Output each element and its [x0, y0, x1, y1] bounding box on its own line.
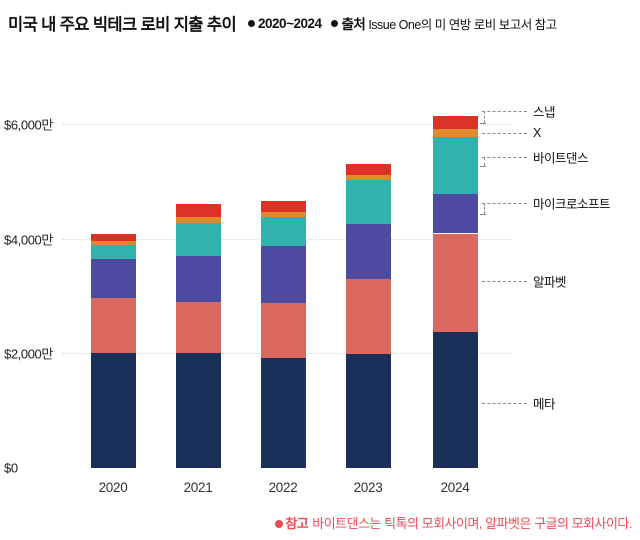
bar-segment-meta[interactable]: [260, 357, 306, 468]
x-axis-tick-label: 2023: [353, 480, 383, 495]
bullet-icon: [275, 520, 284, 528]
legend-leader-stub: [479, 213, 486, 215]
bullet-icon: [331, 19, 339, 27]
bar-segment-x[interactable]: [90, 240, 136, 245]
bar-segment-alphabet[interactable]: [175, 301, 221, 354]
legend-leader-connector: [483, 157, 485, 166]
header-range: 2020~2024: [248, 15, 322, 31]
x-axis-tick-label: 2021: [183, 480, 213, 495]
legend-leader-stub: [479, 122, 486, 124]
bar-segment-meta[interactable]: [432, 332, 478, 468]
bar-segment-snap[interactable]: [175, 203, 221, 217]
bar-segment-snap[interactable]: [260, 201, 306, 212]
legend-item-bytedance[interactable]: 바이트댄스: [533, 151, 589, 166]
y-axis-tick-label: $4,000만: [4, 232, 53, 248]
bullet-icon: [248, 19, 256, 27]
x-axis-tick-label: 2022: [268, 480, 298, 495]
bar-segment-microsoft[interactable]: [175, 255, 221, 302]
bar-segment-x[interactable]: [345, 175, 391, 181]
bar-segment-alphabet[interactable]: [345, 279, 391, 354]
y-axis-tick-label: $0: [4, 460, 18, 476]
bar-segment-x[interactable]: [175, 216, 221, 224]
x-axis-tick-label: 2020: [98, 480, 128, 495]
bar-segment-meta[interactable]: [345, 353, 391, 468]
bar-segment-meta[interactable]: [175, 353, 221, 468]
bar-segment-alphabet[interactable]: [260, 303, 306, 358]
footnote-label: 참고: [285, 516, 309, 531]
footnote: 참고 바이트댄스는 틱톡의 모회사이며, 알파벳은 구글의 모회사이다.: [275, 513, 632, 532]
bar-segment-snap[interactable]: [345, 164, 391, 176]
y-axis-tick-label: $2,000만: [4, 346, 53, 362]
bar-segment-snap[interactable]: [90, 234, 136, 241]
bar-2023[interactable]: [345, 0, 391, 468]
legend-item-microsoft[interactable]: 마이크로소프트: [533, 197, 611, 212]
bar-2022[interactable]: [260, 0, 306, 468]
bar-2024[interactable]: [432, 0, 478, 468]
bar-2020[interactable]: [90, 0, 136, 468]
page-title: 미국 내 주요 빅테크 로비 지출 추이: [8, 16, 237, 34]
bar-segment-x[interactable]: [432, 129, 478, 138]
range-label: 2020~2024: [258, 15, 322, 31]
bar-segment-microsoft[interactable]: [260, 246, 306, 304]
legend-leader-line: [481, 133, 527, 134]
legend-leader-line: [481, 281, 527, 282]
bar-segment-alphabet[interactable]: [90, 297, 136, 354]
legend-leader-line: [481, 157, 527, 158]
legend-leader-connector: [483, 203, 485, 214]
legend-item-alphabet[interactable]: 알파벳: [533, 275, 567, 290]
y-axis-tick-label: $6,000만: [4, 117, 53, 133]
legend-leader-stub: [479, 165, 486, 167]
gridline: [62, 124, 512, 125]
source-text: Issue One의 미 연방 로비 보고서 참고: [368, 17, 557, 32]
stacked-bar-chart: $0 $2,000만 $4,000만 $6,000만 2020 2021 2022 2023…: [4, 0, 611, 496]
bar-segment-snap[interactable]: [432, 115, 478, 130]
bar-segment-bytedance[interactable]: [432, 137, 478, 194]
legend-leader-line: [481, 403, 527, 404]
x-axis-tick-label: 2024: [440, 480, 470, 495]
bar-segment-meta[interactable]: [90, 353, 136, 468]
chart-header: 미국 내 주요 빅테크 로비 지출 추이 2020~2024 출처 Issue …: [8, 6, 636, 40]
bar-segment-x[interactable]: [260, 211, 306, 217]
legend-leader-connector: [483, 111, 485, 123]
legend-item-snap[interactable]: 스냅: [533, 105, 556, 120]
legend-item-meta[interactable]: 메타: [533, 397, 556, 412]
bar-segment-bytedance[interactable]: [175, 223, 221, 256]
header-meta: 2020~2024 출처 Issue One의 미 연방 로비 보고서 참고: [248, 13, 567, 33]
bar-segment-alphabet[interactable]: [432, 233, 478, 333]
bar-segment-microsoft[interactable]: [432, 193, 478, 234]
source-label: 출처: [341, 17, 366, 32]
bar-segment-bytedance[interactable]: [90, 244, 136, 260]
header-source: 출처 Issue One의 미 연방 로비 보고서 참고: [331, 13, 557, 33]
bar-segment-microsoft[interactable]: [90, 259, 136, 298]
bar-2021[interactable]: [175, 0, 221, 468]
bar-segment-bytedance[interactable]: [345, 180, 391, 224]
bar-segment-microsoft[interactable]: [345, 223, 391, 280]
legend-leader-line: [481, 203, 527, 204]
bar-segment-bytedance[interactable]: [260, 216, 306, 247]
legend-leader-line: [481, 111, 527, 112]
footnote-text: 바이트댄스는 틱톡의 모회사이며, 알파벳은 구글의 모회사이다.: [312, 516, 632, 531]
legend-item-x[interactable]: X: [533, 126, 541, 140]
